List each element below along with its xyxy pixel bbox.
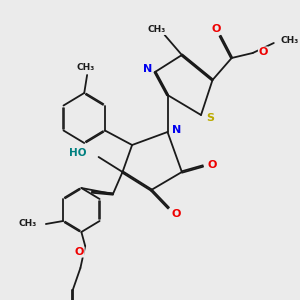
Text: HO: HO xyxy=(69,148,86,158)
Text: CH₃: CH₃ xyxy=(18,220,36,229)
Text: O: O xyxy=(171,209,181,219)
Text: O: O xyxy=(259,47,268,57)
Text: CH₃: CH₃ xyxy=(148,26,166,34)
Text: O: O xyxy=(75,247,84,257)
Text: N: N xyxy=(172,125,182,135)
Text: N: N xyxy=(143,64,152,74)
Text: CH₃: CH₃ xyxy=(280,37,299,46)
Text: S: S xyxy=(207,113,214,123)
Text: O: O xyxy=(208,160,217,170)
Text: O: O xyxy=(212,24,221,34)
Text: CH₃: CH₃ xyxy=(76,64,94,73)
